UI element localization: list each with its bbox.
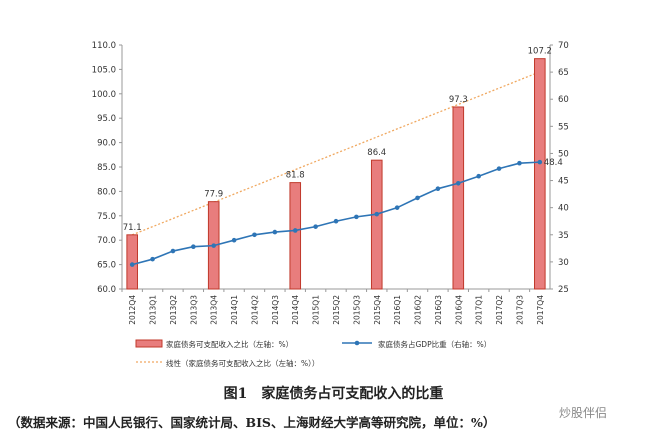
x-axis-tick-label: 2014Q1	[230, 295, 239, 325]
gdp-ratio-point	[517, 160, 522, 166]
gdp-ratio-point	[211, 243, 217, 248]
right-axis-tick-label: 30	[558, 258, 569, 268]
watermark: 炒股伴侣	[556, 404, 611, 421]
labels-layer: 71.1 77.9 81.8 86.4 97.3 107.2 48.4	[123, 47, 563, 233]
x-axis-tick-label: 2014Q4	[291, 295, 300, 325]
gdp-ratio-point	[354, 214, 359, 220]
x-axis-tick-label: 2017Q3	[515, 295, 524, 325]
left-axis-tick-label: 80.0	[97, 187, 116, 197]
bars-layer	[126, 58, 546, 290]
chart: 60.0 65.0 70.0 75.0 80.0 85.0 90.0 95.0 100.0 105…	[92, 41, 569, 368]
bar-data-label: 71.1	[123, 223, 142, 233]
x-axis-tick-label: 2014Q2	[250, 295, 259, 325]
x-axis-tick-label: 2016Q2	[414, 295, 423, 325]
line-end-label: 48.4	[544, 158, 563, 168]
left-axis-tick-label: 110.0	[92, 41, 116, 51]
left-axis-tick-label: 60.0	[97, 285, 116, 295]
legend: 家庭债务可支配收入之比（左轴：%） 家庭债务占GDP比重（右轴：%） 线性（家庭…	[135, 339, 491, 368]
gdp-ratio-point	[231, 237, 237, 243]
gdp-ratio-point	[537, 159, 543, 165]
x-axis-tick-label: 2016Q1	[393, 295, 402, 325]
left-axis-tick-label: 85.0	[97, 163, 116, 173]
x-axis-tick-label: 2015Q1	[312, 295, 321, 325]
gdp-ratio-point	[333, 218, 339, 224]
x-axis-tick-label: 2013Q4	[210, 295, 219, 325]
legend-line-marker	[354, 340, 360, 346]
trend-layer	[131, 71, 541, 236]
gdp-ratio-point	[313, 224, 318, 229]
x-axis-tick-label: 2015Q2	[332, 295, 341, 325]
bar	[289, 182, 302, 290]
bar-data-label: 97.3	[449, 95, 468, 105]
right-axis-tick-label: 40	[558, 204, 569, 214]
bar	[452, 106, 465, 290]
gdp-ratio-point	[496, 166, 502, 171]
x-axis-tick-label: 2017Q4	[536, 295, 545, 325]
gdp-ratio-point	[455, 180, 461, 186]
trend-line	[131, 71, 541, 236]
x-axis-tick-label: 2012Q4	[128, 295, 137, 325]
right-axis-tick-label: 35	[558, 231, 569, 241]
right-axis-tick-label: 65	[558, 68, 569, 78]
bar	[534, 58, 546, 290]
left-axis-tick-label: 90.0	[97, 139, 116, 149]
gdp-ratio-point	[191, 244, 196, 250]
right-axis-tick-label: 70	[558, 41, 569, 51]
legend-trend-label: 线性（家庭债务可支配收入之比（左轴：%））	[166, 358, 319, 368]
right-axis-tick-label: 25	[558, 285, 569, 295]
gdp-ratio-point	[170, 248, 176, 254]
gdp-ratio-point	[476, 173, 481, 179]
bar	[370, 159, 383, 290]
left-axis-tick-label: 105.0	[92, 65, 116, 75]
bar	[126, 234, 138, 290]
right-axis-tick-label: 55	[558, 122, 569, 132]
left-axis-tick-label: 65.0	[97, 261, 116, 271]
line-layer	[129, 159, 543, 267]
left-axis-tick-label: 100.0	[92, 90, 116, 100]
left-axis-tick-label: 95.0	[97, 114, 116, 124]
right-axis-tick-label: 50	[558, 149, 569, 159]
x-axis-tick-label: 2014Q3	[271, 295, 280, 325]
x-axis-tick-label: 2013Q2	[169, 295, 178, 325]
x-axis-tick-label: 2015Q4	[373, 295, 382, 325]
bar-data-label: 81.8	[286, 171, 305, 181]
legend-line-label: 家庭债务占GDP比重（右轴：%）	[378, 339, 491, 349]
gdp-ratio-point	[374, 211, 380, 217]
gdp-ratio-point	[150, 256, 155, 262]
left-axis-tick-label: 70.0	[97, 236, 116, 246]
right-axis-tick-label: 60	[558, 95, 569, 105]
bar-data-label: 77.9	[204, 190, 223, 200]
bar-data-label: 107.2	[528, 47, 552, 57]
left-axis-tick-label: 75.0	[97, 212, 116, 222]
gdp-ratio-point	[292, 228, 298, 233]
gdp-ratio-point	[129, 262, 135, 267]
x-axis-tick-label: 2013Q1	[149, 295, 158, 325]
legend-bar-label: 家庭债务可支配收入之比（左轴：%）	[166, 339, 293, 349]
gdp-ratio-point	[252, 232, 257, 238]
x-axis-tick-label: 2016Q4	[454, 295, 463, 325]
axes-layer: 60.0 65.0 70.0 75.0 80.0 85.0 90.0 95.0 100.0 105…	[92, 41, 569, 325]
gdp-ratio-point	[394, 205, 400, 210]
figure-caption: 图1 家庭债务占可支配收入的比重	[223, 386, 444, 402]
x-axis-tick-label: 2017Q2	[495, 295, 504, 325]
bar-data-label: 86.4	[367, 148, 386, 158]
gdp-ratio-point	[272, 229, 278, 235]
x-axis-tick-label: 2016Q3	[434, 295, 443, 325]
x-axis-tick-label: 2015Q3	[352, 295, 361, 325]
gdp-ratio-point	[435, 186, 441, 191]
legend-bar-swatch	[135, 339, 163, 348]
x-axis-tick-label: 2017Q1	[475, 295, 484, 325]
right-axis-tick-label: 45	[558, 177, 569, 187]
source-note: （数据来源：中国人民银行、国家统计局、BIS、上海财经大学高等研究院，单位：%）	[8, 415, 496, 430]
gdp-ratio-point	[415, 195, 420, 201]
x-axis-tick-label: 2013Q3	[189, 295, 198, 325]
